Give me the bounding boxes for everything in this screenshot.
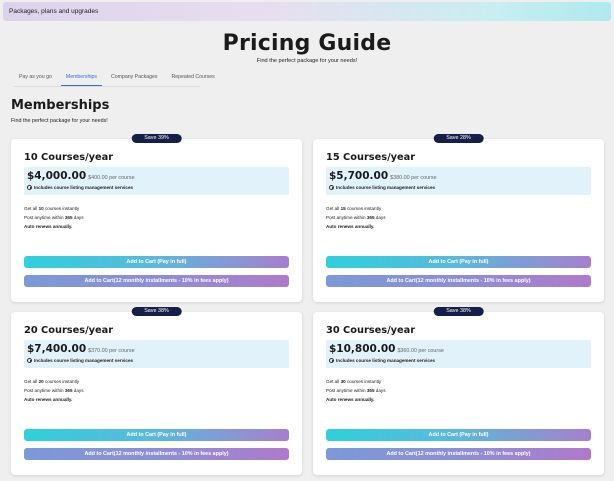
plan-title: 30 Courses/year: [326, 325, 416, 336]
price-amount: $7,400.00: [27, 343, 87, 355]
feature-text: days: [374, 388, 386, 393]
feature-text: Post anytime within: [24, 215, 65, 220]
feature-get-all: Get all 30 courses instantly: [326, 379, 381, 384]
save-badge: Save 38%: [131, 307, 182, 316]
plan-price: $5,700.00 $380.00 per course: [329, 170, 437, 182]
feature-text: Post anytime within: [24, 388, 65, 393]
course-count: 30: [340, 379, 346, 384]
per-course-price: $360.00 per course: [397, 348, 444, 354]
banner-text: Packages, plans and upgrades: [9, 8, 99, 15]
info-icon: [27, 185, 32, 190]
feature-text: Get all: [326, 379, 341, 384]
price-box: $7,400.00 $370.00 per course Includes cou…: [24, 340, 289, 368]
plan-card-15: Save 28% 15 Courses/year $5,700.00 $380.0…: [313, 134, 604, 302]
includes-text: Includes course listing management servi…: [336, 185, 436, 190]
save-badge: Save 28%: [433, 134, 484, 143]
price-box: $10,800.00 $360.00 per course Includes co…: [326, 340, 591, 368]
feature-post-anytime: Post anytime within 365 days: [326, 388, 386, 393]
post-days: 365: [366, 388, 375, 393]
feature-auto-renew: Auto renews annually.: [326, 224, 375, 229]
feature-auto-renew: Auto renews annually.: [326, 397, 375, 402]
feature-text: Post anytime within: [326, 215, 367, 220]
feature-text: Get all: [326, 206, 341, 211]
per-course-price: $400.00 per course: [88, 175, 135, 181]
feature-text: courses instantly: [345, 379, 382, 384]
feature-auto-renew: Auto renews annually.: [24, 397, 73, 402]
plan-price: $4,000.00 $400.00 per course: [27, 170, 135, 182]
page-subtitle: Find the perfect package for your needs!: [256, 58, 358, 64]
plan-price: $7,400.00 $370.00 per course: [27, 343, 135, 355]
tab-pay-as-you-go[interactable]: Pay as you go: [19, 74, 52, 80]
feature-text: Post anytime within: [326, 388, 367, 393]
add-to-cart-installments-button[interactable]: Add to Cart(12 monthly installments - 10…: [24, 275, 289, 287]
includes-note: Includes course listing management servi…: [329, 185, 435, 190]
price-amount: $10,800.00: [329, 343, 396, 355]
plan-title: 10 Courses/year: [24, 152, 114, 163]
feature-get-all: Get all 10 courses instantly: [24, 206, 79, 211]
feature-text: courses instantly: [43, 379, 80, 384]
price-amount: $5,700.00: [329, 170, 389, 182]
save-badge: Save 39%: [131, 134, 182, 143]
includes-text: Includes course listing management servi…: [336, 358, 436, 363]
includes-note: Includes course listing management servi…: [27, 358, 133, 363]
feature-text: days: [374, 215, 386, 220]
add-to-cart-installments-button[interactable]: Add to Cart(12 monthly installments - 10…: [326, 275, 591, 287]
page-title: Pricing Guide: [222, 31, 392, 56]
feature-post-anytime: Post anytime within 365 days: [24, 215, 84, 220]
feature-post-anytime: Post anytime within 365 days: [24, 388, 84, 393]
plan-card-10: Save 39% 10 Courses/year $4,000.00 $400.0…: [11, 134, 302, 302]
feature-text: courses instantly: [43, 206, 80, 211]
feature-text: days: [72, 215, 84, 220]
includes-note: Includes course listing management servi…: [27, 185, 133, 190]
feature-text: courses instantly: [345, 206, 382, 211]
plan-title: 15 Courses/year: [326, 152, 416, 163]
add-to-cart-full-button[interactable]: Add to Cart (Pay in full): [24, 256, 289, 268]
add-to-cart-full-button[interactable]: Add to Cart (Pay in full): [326, 256, 591, 268]
tab-memberships[interactable]: Memberships: [60, 72, 103, 86]
includes-text: Includes course listing management servi…: [34, 185, 134, 190]
section-title: Memberships: [11, 98, 110, 113]
pricing-tabs: Pay as you go Memberships Company Packag…: [14, 72, 224, 86]
per-course-price: $370.00 per course: [88, 348, 135, 354]
plan-price: $10,800.00 $360.00 per course: [329, 343, 444, 355]
info-icon: [329, 185, 334, 190]
plan-title: 20 Courses/year: [24, 325, 114, 336]
section-subtitle: Find the perfect package for your needs!: [11, 118, 108, 124]
post-days: 365: [366, 215, 375, 220]
feature-get-all: Get all 15 courses instantly: [326, 206, 381, 211]
feature-auto-renew: Auto renews annually.: [24, 224, 73, 229]
price-amount: $4,000.00: [27, 170, 87, 182]
save-badge: Save 38%: [433, 307, 484, 316]
course-count: 20: [38, 379, 44, 384]
plan-card-30: Save 38% 30 Courses/year $10,800.00 $360.…: [313, 307, 604, 475]
feature-text: Get all: [24, 379, 39, 384]
info-icon: [27, 358, 32, 363]
includes-text: Includes course listing management servi…: [34, 358, 134, 363]
course-count: 15: [340, 206, 346, 211]
includes-note: Includes course listing management servi…: [329, 358, 435, 363]
top-banner: Packages, plans and upgrades: [3, 2, 611, 21]
add-to-cart-full-button[interactable]: Add to Cart (Pay in full): [326, 429, 591, 441]
tab-company-packages[interactable]: Company Packages: [111, 74, 158, 80]
price-box: $4,000.00 $400.00 per course Includes cou…: [24, 167, 289, 195]
info-icon: [329, 358, 334, 363]
feature-post-anytime: Post anytime within 365 days: [326, 215, 386, 220]
per-course-price: $380.00 per course: [390, 175, 437, 181]
add-to-cart-full-button[interactable]: Add to Cart (Pay in full): [24, 429, 289, 441]
tabs-divider: [14, 86, 200, 87]
add-to-cart-installments-button[interactable]: Add to Cart(12 monthly installments - 10…: [24, 448, 289, 460]
course-count: 10: [38, 206, 44, 211]
add-to-cart-installments-button[interactable]: Add to Cart(12 monthly installments - 10…: [326, 448, 591, 460]
post-days: 365: [64, 215, 73, 220]
tab-repeated-courses[interactable]: Repeated Courses: [171, 74, 215, 80]
feature-get-all: Get all 20 courses instantly: [24, 379, 79, 384]
price-box: $5,700.00 $380.00 per course Includes cou…: [326, 167, 591, 195]
post-days: 365: [64, 388, 73, 393]
feature-text: Get all: [24, 206, 39, 211]
plan-card-20: Save 38% 20 Courses/year $7,400.00 $370.0…: [11, 307, 302, 475]
feature-text: days: [72, 388, 84, 393]
